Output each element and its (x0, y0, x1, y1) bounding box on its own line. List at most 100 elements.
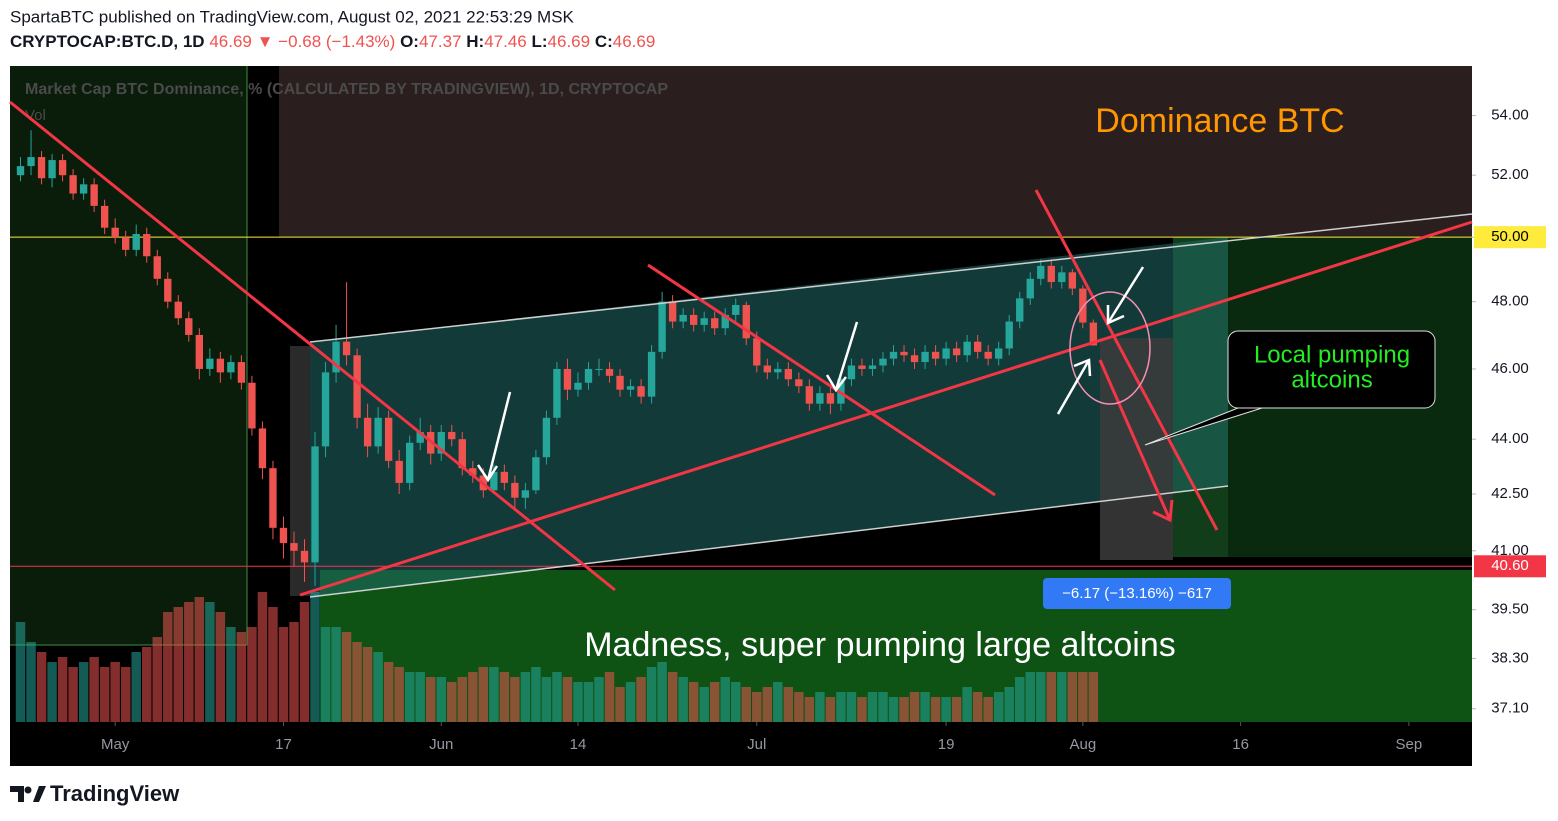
candle-body (437, 432, 445, 454)
x-tick-label: Sep (1396, 736, 1423, 753)
y-tick-label: 39.50 (1491, 601, 1529, 618)
candle-body (963, 341, 971, 356)
volume-bar (573, 682, 583, 722)
volume-bar (962, 687, 972, 722)
candle-body (300, 550, 309, 563)
candle-body (826, 393, 835, 404)
candle-body (237, 362, 246, 383)
volume-bar (804, 697, 815, 722)
candle-body (37, 157, 46, 179)
c: 46.69 (613, 32, 656, 51)
l: 46.69 (548, 32, 591, 51)
channel-line (309, 485, 1229, 598)
volume-bar (478, 667, 489, 722)
candle-body (216, 358, 225, 373)
volume-bar (110, 662, 120, 722)
volume-bar (762, 687, 773, 722)
measure-box (1100, 338, 1173, 560)
candle-body (973, 341, 982, 352)
legend-line: CRYPTOCAP:BTC.D, 1D 46.69 ▼ −0.68 (−1.43… (10, 32, 655, 51)
candle-body (1037, 265, 1045, 279)
regions (10, 66, 1472, 722)
h-label: H: (466, 32, 484, 51)
candle-body (616, 375, 624, 390)
candle-body (1089, 322, 1098, 346)
volume-bar (152, 637, 162, 722)
candle-body (290, 543, 298, 551)
c-label: C: (595, 32, 613, 51)
candle-body (742, 304, 750, 339)
candle-body (795, 379, 803, 387)
volume-bar (489, 667, 499, 722)
volume-bar (699, 687, 709, 722)
volume-bar (625, 682, 636, 722)
callout-text: Local pumping (1254, 341, 1410, 368)
candle-body (921, 351, 929, 363)
volume-bar (899, 697, 909, 722)
candle-body (174, 301, 182, 319)
arrow (834, 321, 859, 391)
arrow (1098, 359, 1172, 521)
y-tick-label: 44.00 (1491, 430, 1529, 447)
candle-body (90, 184, 98, 206)
volume-bar (720, 677, 730, 722)
volume-bar (930, 697, 941, 722)
candle-body (69, 175, 77, 194)
candle-body (900, 351, 908, 356)
h: 47.46 (484, 32, 527, 51)
marks (10, 130, 1472, 722)
volume-bar (68, 667, 78, 722)
candle-body (858, 365, 866, 369)
price-scale (1472, 66, 1548, 722)
candle-body (500, 471, 509, 483)
volume-bar (993, 692, 1004, 722)
x-tick-label: Jun (429, 736, 453, 753)
measure-label-box (1043, 578, 1231, 609)
volume-bar (667, 672, 678, 722)
y-tick-label: 41.00 (1491, 542, 1529, 559)
volume-bar (552, 672, 562, 722)
volume-bar (983, 697, 993, 722)
candle-body (605, 368, 614, 376)
candle-body (679, 314, 687, 322)
x-tick-label: 17 (275, 736, 292, 753)
volume-bar (920, 692, 930, 722)
candle-body (668, 301, 677, 322)
volume-bar (1014, 677, 1025, 722)
arrow-head (1106, 305, 1125, 325)
volume-bar (510, 677, 520, 722)
channel (310, 237, 1228, 597)
candle-body (48, 160, 56, 179)
candle-body (248, 382, 256, 429)
y-tick-label: 54.00 (1491, 107, 1529, 124)
candle-body (700, 318, 708, 325)
volume-bar (310, 592, 320, 722)
candle-body (384, 417, 393, 461)
volume-bar (173, 607, 184, 722)
volume-bar (404, 672, 415, 722)
volume-bar (289, 622, 299, 722)
candle-body (1068, 272, 1076, 289)
volume-bar (972, 692, 983, 722)
volume-bar (341, 632, 352, 722)
volume-bar (1057, 672, 1067, 722)
volume-bar (447, 682, 457, 722)
volume-bar (299, 602, 310, 722)
candle-body (395, 460, 403, 483)
candle-body (363, 417, 372, 447)
candle-body (58, 160, 67, 176)
volume-bar (236, 632, 247, 722)
volume-bar (120, 667, 131, 722)
candle-body (784, 368, 793, 380)
symbol: CRYPTOCAP:BTC.D, 1D (10, 32, 205, 51)
level-label: 40.60 (1491, 557, 1529, 574)
candle-body (732, 304, 740, 315)
candle-body (879, 358, 887, 366)
volume-bar (57, 657, 68, 722)
volume-bar (163, 612, 173, 722)
candle-body (79, 184, 88, 194)
annotation: Dominance BTC (1095, 102, 1344, 140)
volume-bar (425, 677, 436, 722)
volume-bar (142, 647, 152, 722)
